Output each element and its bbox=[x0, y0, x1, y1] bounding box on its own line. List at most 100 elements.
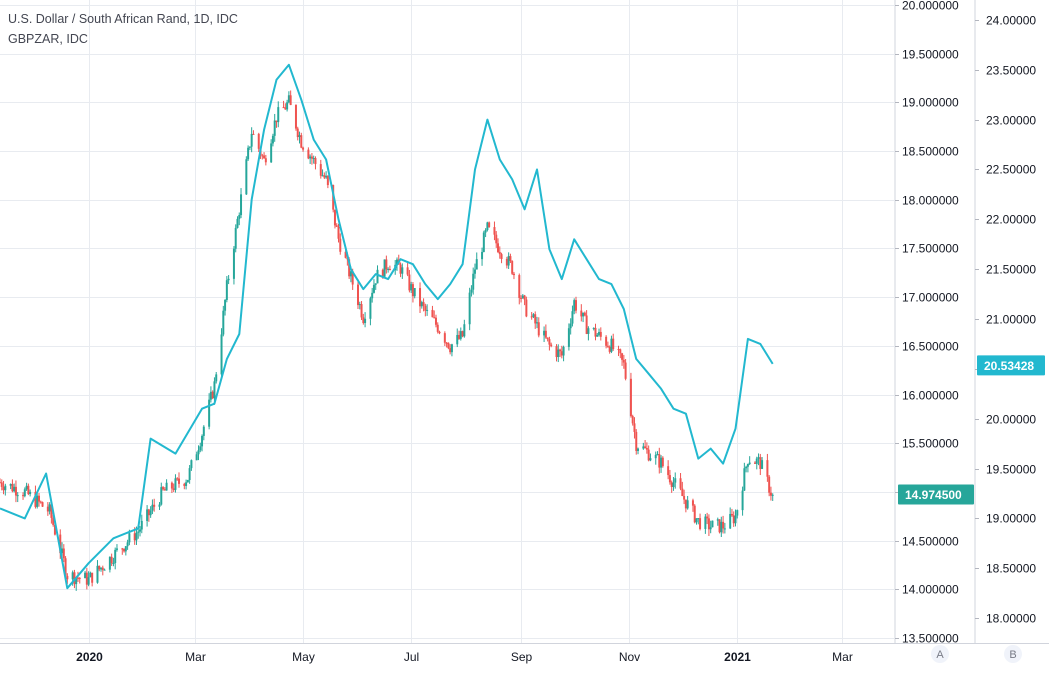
inner-axis-tick-label: 19.500000 bbox=[902, 48, 959, 62]
candle-body bbox=[87, 577, 90, 585]
candle-body bbox=[507, 256, 510, 266]
candle-body bbox=[530, 316, 533, 318]
candle-body bbox=[360, 304, 363, 318]
candle-body bbox=[493, 227, 496, 235]
inner-axis-tick-label: 17.500000 bbox=[902, 242, 959, 256]
candle-body bbox=[484, 230, 487, 233]
candle-body bbox=[163, 489, 166, 491]
candle-body bbox=[25, 485, 28, 490]
candle-body bbox=[151, 504, 154, 511]
candle-body bbox=[548, 339, 551, 345]
candle-body bbox=[769, 492, 772, 496]
candle-body bbox=[426, 309, 429, 311]
candle-body bbox=[64, 558, 67, 576]
candle-body bbox=[473, 269, 476, 274]
time-axis-tick-label: May bbox=[292, 650, 315, 664]
candle-body bbox=[270, 143, 273, 163]
candle-body bbox=[240, 194, 243, 216]
inner-axis-tick-label: 16.000000 bbox=[902, 389, 959, 403]
candle-body bbox=[608, 346, 611, 352]
candle-body bbox=[422, 302, 425, 306]
candle-body bbox=[362, 317, 365, 324]
scale-button-a[interactable] bbox=[931, 645, 949, 663]
candle-body bbox=[248, 146, 251, 148]
candle-body bbox=[296, 128, 299, 138]
candle-body bbox=[674, 478, 677, 483]
candle-body bbox=[585, 315, 588, 334]
candle-body bbox=[536, 322, 538, 324]
candle-body bbox=[202, 426, 205, 436]
candle-body bbox=[497, 243, 500, 252]
candle-body bbox=[631, 416, 634, 424]
candle-body bbox=[333, 209, 336, 226]
candle-body bbox=[518, 275, 521, 298]
candle-body bbox=[302, 147, 305, 150]
candle-body bbox=[0, 482, 3, 487]
candle-body bbox=[312, 158, 315, 160]
candle-body bbox=[321, 175, 324, 177]
candle-body bbox=[271, 135, 274, 144]
candle-body bbox=[385, 259, 388, 270]
candle-body bbox=[135, 532, 138, 541]
candle-body bbox=[23, 489, 26, 497]
candle-body bbox=[438, 331, 441, 334]
candle-body bbox=[358, 304, 361, 306]
scale-button-b[interactable] bbox=[1004, 645, 1022, 663]
candle-body bbox=[335, 225, 338, 227]
price-axis-area[interactable] bbox=[895, 0, 1049, 671]
candle-body bbox=[188, 468, 191, 481]
candle-body bbox=[252, 133, 255, 135]
candle-body bbox=[645, 448, 648, 450]
candle-body bbox=[149, 510, 152, 516]
candle-body bbox=[234, 227, 237, 249]
candle-body bbox=[364, 318, 367, 324]
gbpzar-line bbox=[0, 63, 774, 590]
candle-body bbox=[766, 460, 769, 477]
candle-body bbox=[323, 175, 326, 178]
time-axis-tick-label: 2020 bbox=[76, 650, 103, 664]
time-axis-tick-label: Mar bbox=[185, 650, 206, 664]
candle-body bbox=[419, 288, 422, 307]
candle-body bbox=[649, 458, 652, 461]
candle-body bbox=[250, 133, 253, 147]
candle-body bbox=[222, 310, 225, 335]
candle-body bbox=[537, 322, 540, 336]
candle-body bbox=[633, 423, 636, 432]
candle-body bbox=[711, 520, 714, 528]
candle-body bbox=[201, 435, 204, 447]
candle-body bbox=[39, 501, 42, 503]
candle-body bbox=[224, 299, 227, 311]
candle-body bbox=[84, 572, 87, 579]
candle-body bbox=[617, 349, 620, 351]
candle-body bbox=[89, 572, 92, 578]
candle-body bbox=[61, 548, 64, 554]
candle-body bbox=[732, 515, 735, 524]
time-axis-tick-label: Mar bbox=[832, 650, 853, 664]
candle-body bbox=[225, 280, 228, 300]
candle-body bbox=[211, 391, 214, 399]
candle-body bbox=[670, 482, 673, 487]
candle-body bbox=[11, 483, 14, 492]
candle-body bbox=[170, 482, 173, 489]
candle-body bbox=[27, 485, 30, 495]
candle-body bbox=[75, 577, 78, 585]
candle-body bbox=[114, 549, 117, 563]
candle-body bbox=[287, 95, 290, 103]
candle-body bbox=[450, 344, 453, 353]
candle-body bbox=[679, 478, 682, 489]
candle-body bbox=[236, 218, 239, 228]
candle-body bbox=[695, 518, 698, 523]
candle-body bbox=[683, 496, 686, 500]
candle-body bbox=[495, 234, 498, 244]
candle-body bbox=[298, 135, 301, 138]
candle-body bbox=[621, 353, 624, 360]
candle-body bbox=[213, 381, 216, 399]
candle-body bbox=[387, 268, 390, 270]
candle-body bbox=[349, 271, 352, 277]
candle-body bbox=[443, 333, 446, 343]
candle-body bbox=[629, 378, 632, 417]
candle-body bbox=[178, 478, 180, 484]
chart-legend: U.S. Dollar / South African Rand, 1D, ID… bbox=[8, 9, 238, 49]
